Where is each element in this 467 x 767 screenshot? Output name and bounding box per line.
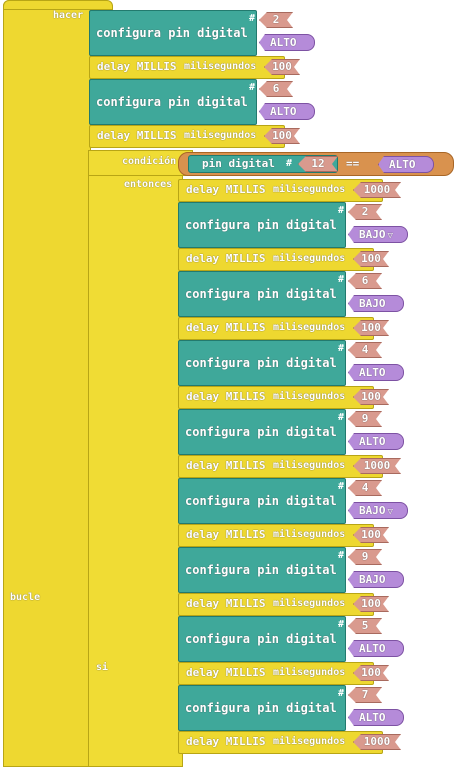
milisegundos-label: milisegundos bbox=[184, 130, 257, 141]
delay-label: delay MILLIS bbox=[186, 528, 266, 541]
bucle-header-bar bbox=[3, 0, 113, 10]
pin-digital-read-block[interactable] bbox=[188, 155, 338, 173]
entonces-configura-block[interactable] bbox=[178, 271, 346, 317]
configura-label: configura pin digital bbox=[96, 95, 248, 109]
pin-hash: # bbox=[338, 619, 345, 630]
configura-label: configura pin digital bbox=[185, 425, 337, 439]
pin-state-value[interactable]: ALTO bbox=[348, 640, 404, 657]
delay-label: delay MILLIS bbox=[97, 129, 177, 142]
pin-state-value[interactable]: BAJO bbox=[348, 295, 404, 312]
pin-state-value[interactable]: BAJO ▽ bbox=[348, 502, 408, 519]
hacer-configura-block[interactable] bbox=[89, 10, 257, 56]
condicion-label: condición bbox=[122, 156, 177, 167]
pin-hash: # bbox=[338, 274, 345, 285]
delay-label: delay MILLIS bbox=[186, 252, 266, 265]
pin-state-value[interactable]: BAJO ▽ bbox=[348, 226, 408, 243]
configura-label: configura pin digital bbox=[185, 494, 337, 508]
delay-label: delay MILLIS bbox=[186, 321, 266, 334]
entonces-label: entonces bbox=[124, 179, 173, 190]
pin-value[interactable]: 2 bbox=[348, 204, 382, 220]
pin-state-value[interactable]: BAJO bbox=[348, 571, 404, 588]
delay-value[interactable]: 100 bbox=[264, 59, 300, 75]
hacer-configura-block[interactable] bbox=[89, 79, 257, 125]
bucle-label: bucle bbox=[10, 592, 41, 603]
pin-state-value[interactable]: ALTO bbox=[348, 433, 404, 450]
delay-value[interactable]: 100 bbox=[353, 527, 389, 543]
dropdown-arrow-icon[interactable]: ▽ bbox=[387, 507, 393, 517]
milisegundos-label: milisegundos bbox=[273, 184, 346, 195]
delay-value[interactable]: 1000 bbox=[353, 458, 401, 474]
milisegundos-label: milisegundos bbox=[273, 736, 346, 747]
pin-value[interactable]: 4 bbox=[348, 342, 382, 358]
entonces-configura-block[interactable] bbox=[178, 202, 346, 248]
configura-label: configura pin digital bbox=[185, 563, 337, 577]
milisegundos-label: milisegundos bbox=[273, 322, 346, 333]
dropdown-arrow-icon[interactable]: ▽ bbox=[387, 231, 393, 241]
pin-state-value[interactable]: ALTO bbox=[259, 103, 315, 120]
delay-value[interactable]: 1000 bbox=[353, 734, 401, 750]
configura-label: configura pin digital bbox=[96, 26, 248, 40]
delay-value[interactable]: 1000 bbox=[353, 182, 401, 198]
pin-value[interactable]: 6 bbox=[259, 81, 293, 97]
entonces-configura-block[interactable] bbox=[178, 409, 346, 455]
configura-label: configura pin digital bbox=[185, 287, 337, 301]
pin-hash: # bbox=[338, 205, 345, 216]
entonces-configura-block[interactable] bbox=[178, 547, 346, 593]
delay-value[interactable]: 100 bbox=[353, 665, 389, 681]
milisegundos-label: milisegundos bbox=[184, 61, 257, 72]
delay-label: delay MILLIS bbox=[97, 60, 177, 73]
condition-pin-value[interactable]: 12 bbox=[298, 156, 338, 172]
configura-label: configura pin digital bbox=[185, 701, 337, 715]
pin-state-value[interactable]: ALTO bbox=[348, 364, 404, 381]
milisegundos-label: milisegundos bbox=[273, 667, 346, 678]
pin-value[interactable]: 6 bbox=[348, 273, 382, 289]
configura-label: configura pin digital bbox=[185, 632, 337, 646]
entonces-configura-block[interactable] bbox=[178, 340, 346, 386]
pin-digital-read-label: pin digital bbox=[202, 157, 275, 170]
delay-label: delay MILLIS bbox=[186, 597, 266, 610]
pin-hash: # bbox=[338, 688, 345, 699]
pin-value[interactable]: 4 bbox=[348, 480, 382, 496]
configura-label: configura pin digital bbox=[185, 218, 337, 232]
pin-hash: # bbox=[249, 82, 256, 93]
milisegundos-label: milisegundos bbox=[273, 460, 346, 471]
milisegundos-label: milisegundos bbox=[273, 529, 346, 540]
condition-value[interactable]: ALTO bbox=[378, 156, 434, 173]
delay-label: delay MILLIS bbox=[186, 390, 266, 403]
condition-hash: # bbox=[286, 158, 293, 169]
pin-hash: # bbox=[338, 412, 345, 423]
delay-value[interactable]: 100 bbox=[353, 596, 389, 612]
compare-operator[interactable]: == bbox=[346, 157, 360, 170]
delay-label: delay MILLIS bbox=[186, 183, 266, 196]
milisegundos-label: milisegundos bbox=[273, 598, 346, 609]
pin-value[interactable]: 9 bbox=[348, 411, 382, 427]
si-condition-row bbox=[88, 150, 193, 176]
si-label: si bbox=[96, 662, 109, 673]
delay-label: delay MILLIS bbox=[186, 666, 266, 679]
pin-value[interactable]: 5 bbox=[348, 618, 382, 634]
entonces-configura-block[interactable] bbox=[178, 616, 346, 662]
pin-hash: # bbox=[338, 343, 345, 354]
si-block[interactable] bbox=[88, 150, 183, 767]
entonces-configura-block[interactable] bbox=[178, 478, 346, 524]
bucle-block[interactable] bbox=[3, 0, 91, 767]
pin-state-value[interactable]: ALTO bbox=[259, 34, 315, 51]
delay-value[interactable]: 100 bbox=[264, 128, 300, 144]
configura-label: configura pin digital bbox=[185, 356, 337, 370]
pin-state-value[interactable]: ALTO bbox=[348, 709, 404, 726]
milisegundos-label: milisegundos bbox=[273, 253, 346, 264]
delay-value[interactable]: 100 bbox=[353, 251, 389, 267]
pin-value[interactable]: 7 bbox=[348, 687, 382, 703]
delay-label: delay MILLIS bbox=[186, 735, 266, 748]
entonces-configura-block[interactable] bbox=[178, 685, 346, 731]
milisegundos-label: milisegundos bbox=[273, 391, 346, 402]
pin-hash: # bbox=[338, 550, 345, 561]
pin-hash: # bbox=[338, 481, 345, 492]
hacer-label: hacer bbox=[53, 10, 84, 21]
pin-value[interactable]: 2 bbox=[259, 12, 293, 28]
pin-hash: # bbox=[249, 13, 256, 24]
pin-value[interactable]: 9 bbox=[348, 549, 382, 565]
delay-label: delay MILLIS bbox=[186, 459, 266, 472]
